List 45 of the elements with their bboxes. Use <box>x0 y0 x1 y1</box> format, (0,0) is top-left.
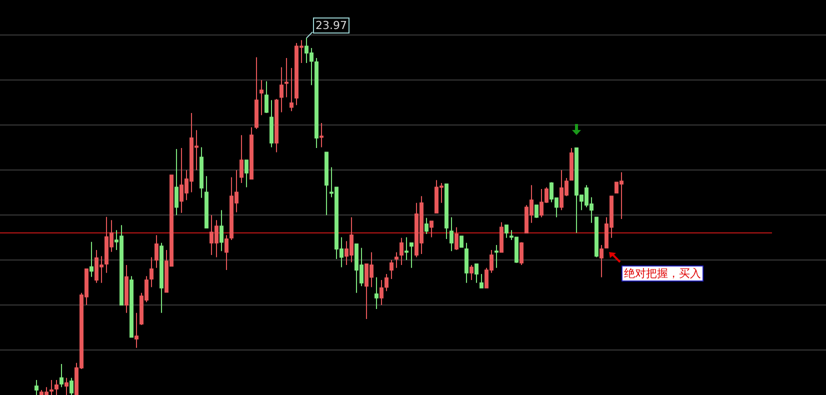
candlestick <box>430 220 434 238</box>
candlestick <box>470 264 474 281</box>
candlestick <box>320 122 324 148</box>
candlestick <box>54 380 58 395</box>
candlestick <box>454 226 458 251</box>
candlestick <box>374 276 378 310</box>
candlestick <box>34 380 38 395</box>
candlestick <box>400 237 404 266</box>
candlestick <box>384 273 388 292</box>
candlestick <box>494 244 498 268</box>
candlestick <box>134 312 138 348</box>
candlestick <box>380 280 384 306</box>
candlestick <box>284 57 288 98</box>
candlestick <box>260 80 264 116</box>
candlestick <box>534 204 538 218</box>
candlestick <box>70 377 74 395</box>
candlestick <box>154 234 158 268</box>
candlestick <box>424 217 428 234</box>
candlestick <box>520 242 524 266</box>
candlestick <box>464 242 468 284</box>
candlestick <box>50 380 54 395</box>
candlestick <box>150 256 154 288</box>
candlestick <box>240 134 244 184</box>
candlestick <box>244 160 248 188</box>
candlestick <box>404 236 408 261</box>
candlestick <box>290 67 294 112</box>
candlestick <box>280 66 284 113</box>
candlestick <box>450 216 454 252</box>
candlestick <box>474 263 478 284</box>
candlestick <box>174 148 178 216</box>
candlestick <box>460 236 464 248</box>
text: 23.97 <box>316 19 347 32</box>
candlestick <box>224 234 228 271</box>
annotation: 绝对把握，买入 <box>624 267 701 280</box>
candlestick <box>60 363 64 388</box>
candlestick <box>220 210 224 252</box>
candlestick <box>504 224 508 238</box>
candlestick <box>64 377 68 395</box>
candlestick <box>410 242 414 268</box>
candlestick <box>264 80 268 114</box>
candlestick <box>90 241 94 278</box>
candlestick <box>480 273 484 288</box>
candlestick <box>390 260 394 280</box>
candlestick <box>394 252 398 268</box>
candlestick <box>600 244 604 278</box>
